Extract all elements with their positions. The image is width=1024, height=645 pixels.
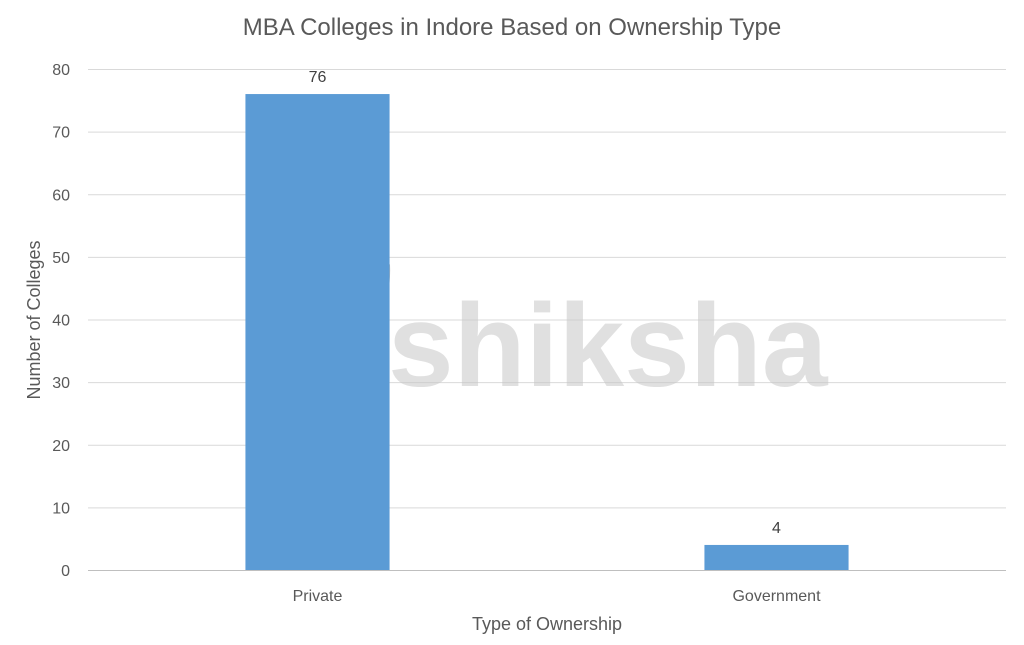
y-tick-label: 40 <box>52 313 70 330</box>
y-axis-ticks: 0 10 20 30 40 50 60 70 80 <box>52 62 70 580</box>
y-tick-label: 70 <box>52 125 70 142</box>
y-tick-label: 10 <box>52 500 70 517</box>
x-tick-label: Private <box>293 588 343 605</box>
bars <box>245 94 849 571</box>
x-axis-title: Type of Ownership <box>472 614 622 634</box>
bar-government <box>704 544 849 570</box>
gridlines <box>88 69 1006 509</box>
data-label: 76 <box>309 69 327 86</box>
bar-private <box>245 94 390 571</box>
y-tick-label: 30 <box>52 375 70 392</box>
data-label: 4 <box>772 520 781 537</box>
y-axis-title: Number of Colleges <box>24 240 44 399</box>
data-labels: 76 4 <box>309 69 781 537</box>
y-tick-label: 80 <box>52 62 70 79</box>
y-tick-label: 60 <box>52 187 70 204</box>
y-tick-label: 20 <box>52 438 70 455</box>
y-tick-label: 0 <box>61 563 70 580</box>
chart-title: MBA Colleges in Indore Based on Ownershi… <box>243 14 782 41</box>
y-tick-label: 50 <box>52 250 70 267</box>
watermark-text: shiksha <box>388 280 829 412</box>
x-tick-label: Government <box>732 588 821 605</box>
x-axis-ticks: Private Government <box>293 588 821 605</box>
